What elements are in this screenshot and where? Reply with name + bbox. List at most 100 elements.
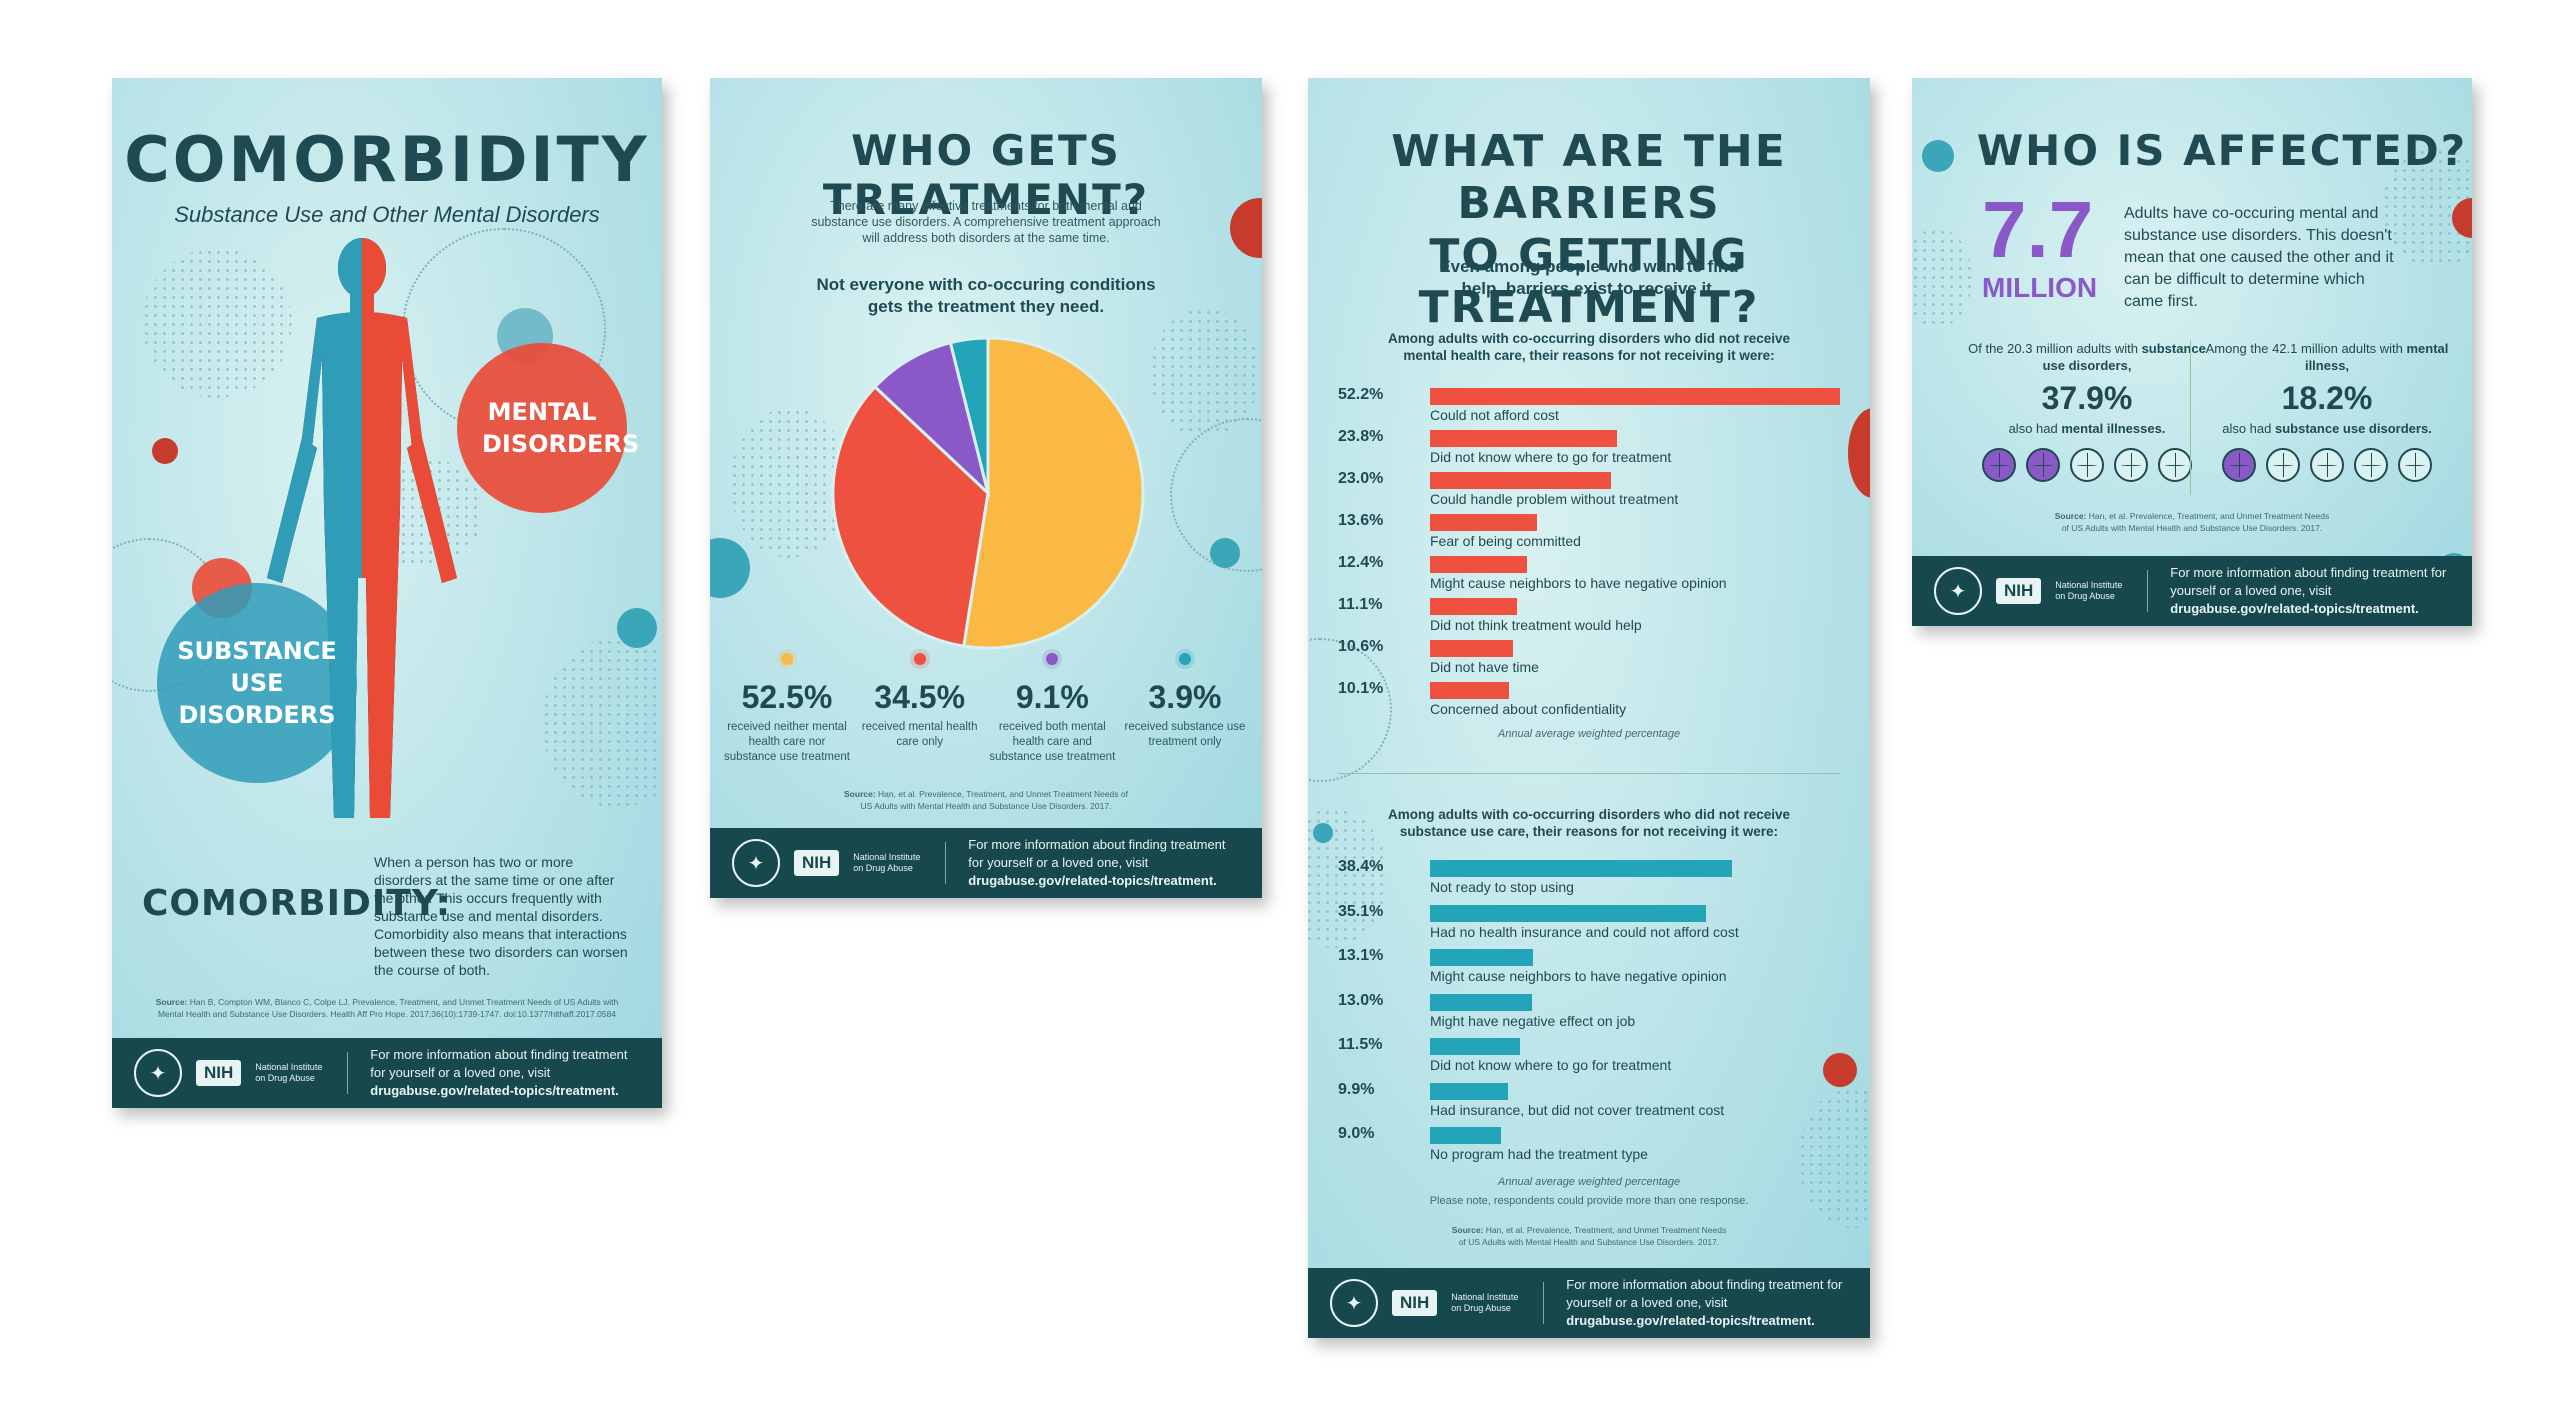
bar-value-label: 9.0% [1338,1125,1375,1142]
bar-value-label: 13.0% [1338,991,1384,1009]
bar-category-label: Had no health insurance and could not af… [1430,923,1739,940]
bar [1430,993,1533,1011]
source-note: Source: Han, et al. Prevalence, Treatmen… [844,789,1128,811]
hhs-eagle-icon: ✦ [134,1049,182,1097]
mental-health-note: Annual average weighted percentage [1497,728,1681,740]
pie-legend-item: 34.5% received mental health care only [855,653,985,765]
bar-value-label: 10.1% [1338,680,1384,697]
source-note: Source: Han B, Compton WM, Blanco C, Col… [155,997,619,1019]
teal-dot [710,538,750,598]
teal-dot [1922,140,1954,172]
nida-label: National Institute on Drug Abuse [853,852,921,873]
bar-category-label: Concerned about confidentiality [1430,701,1627,717]
bar [1430,472,1611,489]
right-brain-icons [2202,448,2452,482]
bar [1430,430,1617,447]
nih-logo: NIH [1392,1290,1438,1316]
pie-legend: 52.5% received neither mental health care… [722,653,1250,765]
big-number-unit: MILLION [1982,272,2098,303]
brain-icon [2070,448,2104,482]
subhead: Even among people who want to find help,… [1439,257,1739,298]
footer-info: For more information about finding treat… [370,1047,628,1098]
who-gets-treatment-poster: WHO GETS TREATMENT? There are many effec… [710,78,1262,898]
mental-disorders-circle: MENTAL DISORDERS [457,343,640,513]
bar-value-label: 52.2% [1338,386,1384,403]
bar-row: 23.8% Did not know where to go for treatm… [1338,428,1840,470]
bar-row: 11.5% Did not know where to go for treatm… [1338,1036,1840,1081]
bar-value-label: 10.6% [1338,638,1384,655]
teal-dot [617,608,657,648]
teal-dot [1210,538,1240,568]
treatment-pie-chart [831,336,1145,650]
legend-label: received substance use treatment only [1124,721,1246,748]
bar [1430,1082,1508,1100]
brain-icon [1982,448,2016,482]
brain-icon [2026,448,2060,482]
nih-logo: NIH [794,850,840,876]
footer-info: For more information about finding treat… [968,837,1226,888]
red-dot [1823,1053,1857,1087]
right-stat-pct: 18.2% [2281,380,2373,416]
substance-use-circle: SUBSTANCE USE DISORDERS [157,583,357,783]
bar-value-label: 9.9% [1338,1080,1375,1098]
bar-category-label: Fear of being committed [1430,533,1581,549]
bar-value-label: 12.4% [1338,554,1384,571]
brain-icon [2114,448,2148,482]
footer-logos: ✦ NIH National Institute on Drug Abuse [710,839,947,887]
brain-icon [2222,448,2256,482]
bar-value-label: 11.5% [1338,1036,1383,1053]
footer: ✦ NIH National Institute on Drug Abuse F… [1308,1268,1870,1338]
bar-value-label: 23.8% [1338,428,1384,445]
definition-text: When a person has two or more disorders … [374,854,628,978]
footer-logos: ✦ NIH National Institute on Drug Abuse [112,1049,349,1097]
bar-row: 52.2% Could not afford cost [1338,386,1840,428]
bar-row: 10.6% Did not have time [1338,638,1840,680]
affected-description: Adults have co-occuring mental and subst… [2124,205,2394,310]
subhead: Not everyone with co-occuring conditions… [816,275,1156,316]
bar [1430,598,1518,615]
pie-slice [962,336,1145,650]
mental-health-heading: Among adults with co-occurring disorders… [1387,331,1791,363]
left-stat: Of the 20.3 million adults with substanc… [1962,340,2212,482]
bar-category-label: Could not afford cost [1430,407,1559,423]
legend-pct: 3.9% [1148,679,1222,715]
bar [1430,388,1840,405]
section-divider [1338,773,1840,774]
who-is-affected-poster: WHO IS AFFECTED? 7.7 MILLION Adults have… [1912,78,2472,626]
bar-row: 35.1% Had no health insurance and could n… [1338,903,1840,948]
bar-category-label: Might cause neighbors to have negative o… [1430,968,1727,984]
legend-dot-icon [1046,653,1059,665]
nida-label: National Institute on Drug Abuse [2055,580,2123,601]
right-stat: Among the 42.1 million adults with menta… [2202,340,2452,482]
dot-pattern [1912,228,1972,328]
bar-value-label: 13.1% [1338,947,1384,964]
bar-row: 10.1% Concerned about confidentiality [1338,680,1840,722]
bar-category-label: Did not think treatment would help [1430,617,1642,633]
page-title: WHO GETS TREATMENT? [822,126,1150,224]
dot-pattern [730,408,850,558]
teal-dot [1313,823,1333,843]
bar-row: 9.9% Had insurance, but did not cover tre… [1338,1081,1840,1126]
bar-value-label: 38.4% [1338,858,1384,875]
footer-info: For more information about finding treat… [1566,1277,1843,1328]
pie-slice [831,384,990,648]
big-number: 7.7 [1982,185,2094,274]
treatment-link[interactable]: drugabuse.gov/related-topics/treatment. [2170,601,2419,616]
substance-use-barriers-chart: 38.4% Not ready to stop using 35.1% Had no … [1308,858,1870,1258]
mental-disorders-label: MENTAL DISORDERS [482,398,640,458]
bar-row: 13.1% Might cause neighbors to have negat… [1338,947,1840,992]
treatment-link[interactable]: drugabuse.gov/related-topics/treatment. [370,1083,619,1098]
bar-category-label: Not ready to stop using [1430,879,1574,895]
bar [1430,1038,1521,1055]
treatment-link[interactable]: drugabuse.gov/related-topics/treatment. [968,873,1217,888]
legend-pct: 9.1% [1015,679,1089,715]
bar-row: 9.0% No program had the treatment type [1338,1125,1840,1170]
barriers-poster: WHAT ARE THE BARRIERS TO GETTING TREATME… [1308,78,1870,1338]
bar-row: 23.0% Could handle problem without treatm… [1338,470,1840,512]
footer: ✦ NIH National Institute on Drug Abuse F… [112,1038,662,1108]
legend-pct: 34.5% [874,679,966,715]
treatment-link[interactable]: drugabuse.gov/related-topics/treatment. [1566,1313,1815,1328]
bar [1430,904,1706,922]
bar [1430,1127,1501,1144]
intro-text: There are many effective treatments for … [811,199,1161,245]
